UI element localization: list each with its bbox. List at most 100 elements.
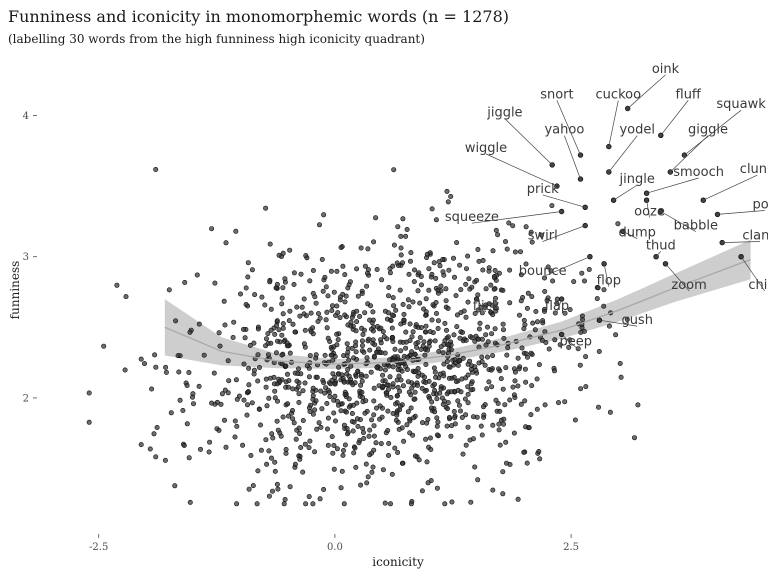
data-point xyxy=(377,366,383,372)
data-point xyxy=(436,348,442,354)
data-point xyxy=(411,267,417,273)
data-point xyxy=(122,367,128,373)
data-point xyxy=(380,467,386,473)
word-label-chirp: chirp xyxy=(748,278,768,293)
data-point xyxy=(388,394,394,400)
data-point xyxy=(385,293,391,299)
data-point xyxy=(546,346,552,352)
data-point xyxy=(297,313,303,319)
data-point xyxy=(324,426,330,432)
data-point xyxy=(443,327,449,333)
data-point xyxy=(334,303,340,309)
data-point xyxy=(501,335,507,341)
data-point xyxy=(314,426,320,432)
data-point xyxy=(269,431,275,437)
data-point xyxy=(423,296,429,302)
data-point xyxy=(295,371,301,377)
data-point xyxy=(452,421,458,427)
data-point xyxy=(523,351,529,357)
data-point xyxy=(138,442,144,448)
data-point xyxy=(401,438,407,444)
data-point xyxy=(359,338,365,344)
data-point xyxy=(407,338,413,344)
data-point xyxy=(533,308,539,314)
word-label-jingle: jingle xyxy=(619,172,655,187)
data-point xyxy=(465,400,471,406)
data-point xyxy=(463,281,469,287)
data-point xyxy=(354,308,360,314)
data-point xyxy=(408,501,414,507)
data-point xyxy=(310,385,316,391)
data-point xyxy=(336,364,342,370)
data-point xyxy=(324,400,330,406)
data-point xyxy=(349,314,355,320)
data-point xyxy=(391,167,397,173)
data-point xyxy=(306,494,312,500)
data-point xyxy=(534,319,540,325)
data-point xyxy=(404,227,410,233)
data-point xyxy=(216,330,222,336)
data-point xyxy=(358,374,364,380)
data-point xyxy=(312,294,318,300)
data-point xyxy=(458,310,464,316)
data-point xyxy=(287,350,293,356)
data-point xyxy=(469,335,475,341)
data-point xyxy=(578,329,584,335)
data-point xyxy=(429,399,435,405)
data-point xyxy=(153,364,159,370)
data-point xyxy=(480,267,486,273)
data-point xyxy=(539,337,545,343)
data-point xyxy=(405,297,411,303)
data-point xyxy=(371,239,377,245)
data-point xyxy=(414,344,420,350)
data-point xyxy=(458,287,464,293)
leader-line-squeeze xyxy=(471,211,562,224)
data-point xyxy=(521,449,527,455)
data-point xyxy=(359,343,365,349)
data-point xyxy=(444,358,450,364)
data-point xyxy=(477,320,483,326)
x-tick-label: 2.5 xyxy=(563,542,579,553)
data-point xyxy=(506,220,512,226)
data-point xyxy=(468,387,474,393)
data-point xyxy=(258,447,264,453)
data-point xyxy=(465,253,471,259)
data-point xyxy=(280,285,286,291)
data-point xyxy=(343,293,349,299)
data-point xyxy=(483,342,489,348)
data-point xyxy=(438,386,444,392)
data-point xyxy=(186,455,192,461)
data-point xyxy=(511,430,517,436)
data-point xyxy=(484,324,490,330)
data-point xyxy=(529,239,535,245)
data-point xyxy=(369,469,375,475)
data-point xyxy=(528,412,534,418)
data-point xyxy=(382,378,388,384)
leader-line-squawk xyxy=(684,109,742,156)
data-point xyxy=(290,416,296,422)
data-point xyxy=(301,311,307,317)
data-point xyxy=(390,263,396,269)
data-point xyxy=(385,310,391,316)
data-point xyxy=(415,288,421,294)
data-point xyxy=(284,371,290,377)
data-point xyxy=(490,312,496,318)
data-point xyxy=(507,300,513,306)
data-point xyxy=(434,396,440,402)
data-point xyxy=(307,353,313,359)
data-point xyxy=(332,393,338,399)
data-point xyxy=(345,366,351,372)
data-point xyxy=(360,430,366,436)
data-point xyxy=(268,306,274,312)
data-point xyxy=(377,403,383,409)
data-point xyxy=(429,206,435,212)
data-point xyxy=(398,245,404,251)
data-point xyxy=(327,338,333,344)
data-point xyxy=(280,414,286,420)
data-point xyxy=(329,303,335,309)
data-point xyxy=(256,364,262,370)
data-point xyxy=(545,264,551,270)
data-point xyxy=(330,371,336,377)
data-point xyxy=(274,398,280,404)
